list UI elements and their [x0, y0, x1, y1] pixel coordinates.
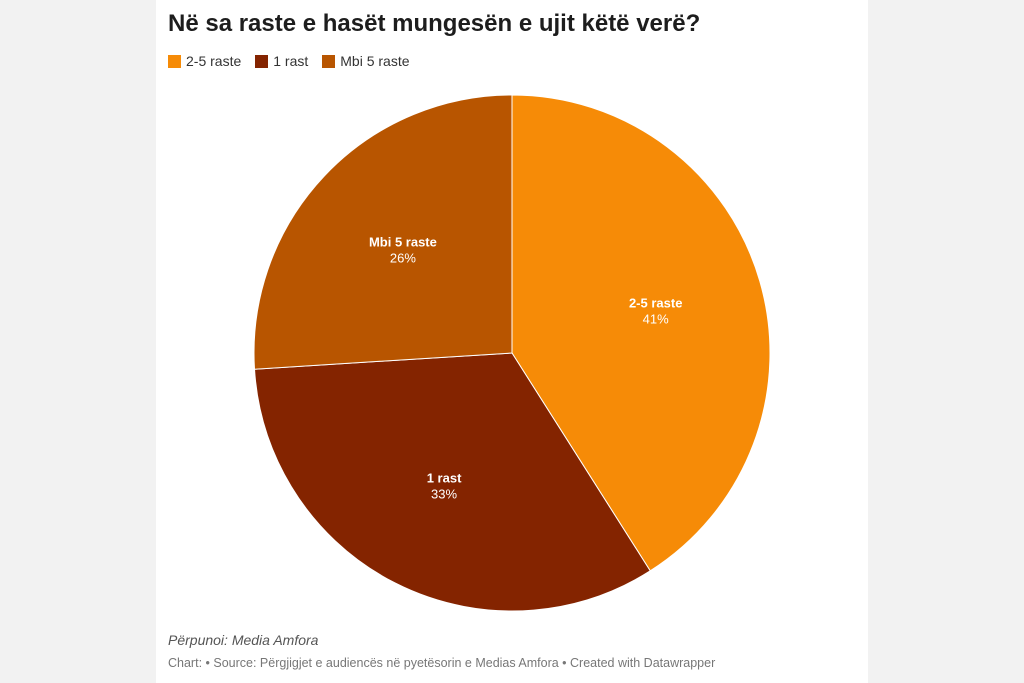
legend-swatch — [322, 54, 336, 68]
chart-title: Në sa raste e hasët mungesën e ujit këtë… — [168, 10, 701, 37]
slice-value-label: 41% — [643, 311, 669, 326]
slice-label: Mbi 5 raste — [369, 235, 437, 250]
chart-credit: Përpunoi: Media Amfora — [168, 632, 319, 648]
slice-value-label: 26% — [390, 251, 416, 266]
chart-card: Në sa raste e hasët mungesën e ujit këtë… — [156, 0, 868, 683]
legend-label: 1 rast — [273, 53, 309, 69]
chart-footer: Chart: • Source: Përgjigjet e audiencës … — [168, 656, 716, 670]
pie-slice — [511, 94, 771, 572]
legend-item: Mbi 5 raste — [322, 53, 410, 69]
legend-swatch — [168, 54, 181, 68]
pie-slice — [253, 352, 651, 612]
chart-legend: 2-5 raste 1 rast Mbi 5 raste — [168, 53, 410, 69]
legend-label: Mbi 5 raste — [340, 53, 410, 69]
slice-label: 1 rast — [427, 470, 462, 485]
legend-item: 1 rast — [255, 53, 308, 69]
legend-item: 2-5 raste — [168, 53, 241, 69]
legend-swatch — [255, 54, 269, 68]
legend-label: 2-5 raste — [186, 53, 242, 69]
pie-slice — [253, 94, 513, 370]
slice-value-label: 33% — [431, 486, 457, 501]
slice-label: 2-5 raste — [629, 295, 682, 310]
